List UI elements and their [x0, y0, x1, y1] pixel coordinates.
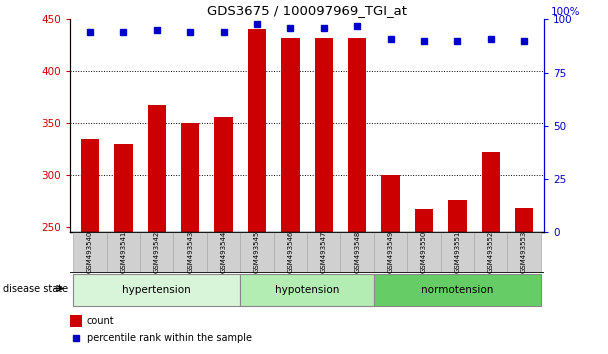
- Bar: [474, 232, 508, 273]
- Text: GSM493541: GSM493541: [120, 231, 126, 273]
- Bar: [314, 38, 333, 354]
- Text: GSM493549: GSM493549: [387, 231, 393, 273]
- Bar: [515, 208, 533, 354]
- Bar: [508, 232, 541, 273]
- Bar: [274, 232, 307, 273]
- Bar: [70, 315, 81, 327]
- Title: GDS3675 / 100097969_TGI_at: GDS3675 / 100097969_TGI_at: [207, 4, 407, 17]
- Bar: [374, 232, 407, 273]
- Text: disease state: disease state: [3, 284, 68, 293]
- Text: GSM493543: GSM493543: [187, 231, 193, 273]
- Bar: [407, 232, 441, 273]
- Bar: [307, 232, 340, 273]
- Bar: [448, 200, 466, 354]
- Bar: [215, 117, 233, 354]
- Bar: [240, 232, 274, 273]
- Text: GSM493545: GSM493545: [254, 231, 260, 273]
- Bar: [81, 139, 99, 354]
- Text: GSM493552: GSM493552: [488, 231, 494, 273]
- Bar: [240, 274, 374, 306]
- Bar: [173, 232, 207, 273]
- Text: normotension: normotension: [421, 285, 494, 295]
- Bar: [248, 29, 266, 354]
- Bar: [415, 209, 433, 354]
- Bar: [340, 232, 374, 273]
- Text: hypertension: hypertension: [122, 285, 191, 295]
- Bar: [114, 144, 133, 354]
- Text: GSM493540: GSM493540: [87, 231, 93, 273]
- Bar: [441, 232, 474, 273]
- Text: GSM493551: GSM493551: [454, 231, 460, 273]
- Bar: [73, 274, 240, 306]
- Text: hypotension: hypotension: [275, 285, 339, 295]
- Bar: [374, 274, 541, 306]
- Text: count: count: [86, 316, 114, 326]
- Bar: [482, 152, 500, 354]
- Bar: [181, 123, 199, 354]
- Text: 100%: 100%: [551, 7, 581, 17]
- Text: GSM493553: GSM493553: [521, 231, 527, 273]
- Bar: [207, 232, 240, 273]
- Bar: [381, 175, 399, 354]
- Text: GSM493550: GSM493550: [421, 231, 427, 273]
- Text: GSM493546: GSM493546: [288, 231, 293, 273]
- Bar: [281, 38, 300, 354]
- Bar: [148, 105, 166, 354]
- Text: GSM493547: GSM493547: [321, 231, 326, 273]
- Text: percentile rank within the sample: percentile rank within the sample: [86, 333, 252, 343]
- Text: GSM493548: GSM493548: [354, 231, 360, 273]
- Text: GSM493542: GSM493542: [154, 231, 160, 273]
- Bar: [348, 38, 367, 354]
- Text: GSM493544: GSM493544: [221, 231, 227, 273]
- Bar: [106, 232, 140, 273]
- Bar: [140, 232, 173, 273]
- Bar: [73, 232, 106, 273]
